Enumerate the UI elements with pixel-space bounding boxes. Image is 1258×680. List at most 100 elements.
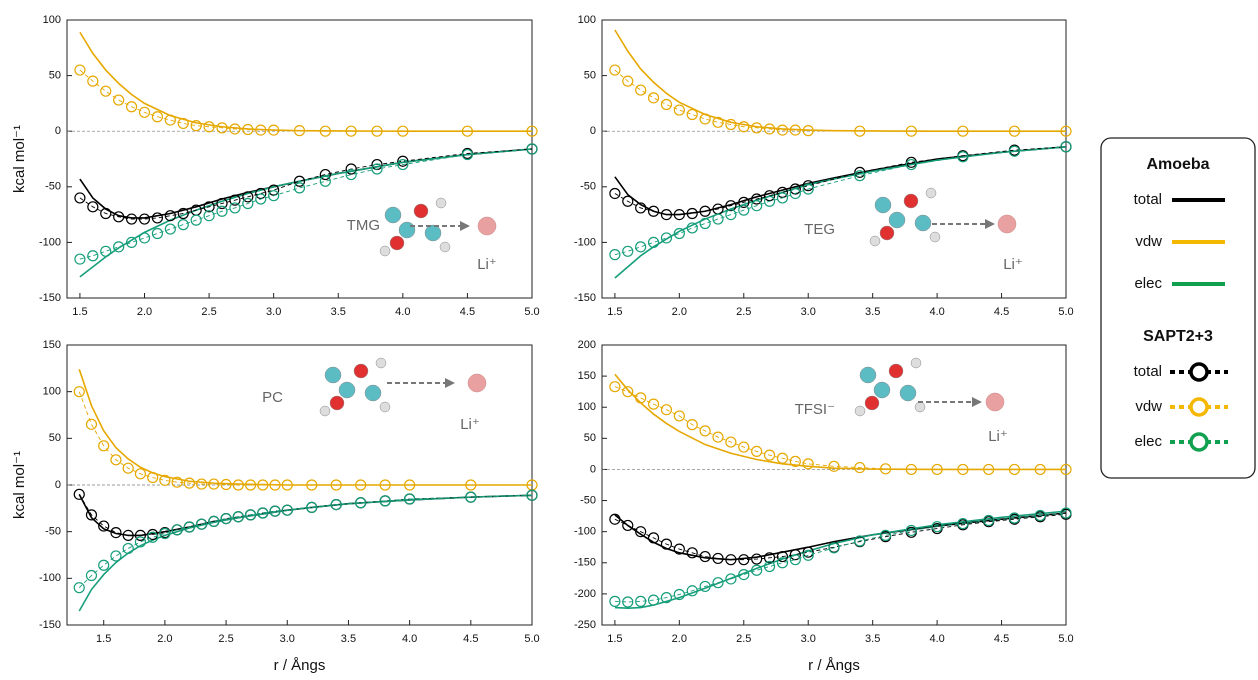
- data-point: [673, 588, 685, 601]
- data-point: [257, 479, 269, 491]
- data-point: [789, 183, 801, 195]
- data-point: [763, 449, 776, 461]
- atom: [424, 224, 442, 242]
- legend-marker: [1189, 362, 1209, 382]
- series-dash: [78, 391, 532, 486]
- atom: [379, 401, 391, 413]
- data-point: [345, 163, 357, 175]
- data-point: [622, 195, 634, 207]
- ion: [985, 392, 1005, 412]
- atom: [864, 395, 880, 411]
- y-tick-label: -100: [574, 236, 596, 248]
- atom: [413, 203, 429, 219]
- data-point: [854, 166, 866, 178]
- legend-label: total: [1134, 363, 1162, 380]
- data-point: [776, 557, 789, 569]
- data-point: [660, 592, 673, 604]
- atom: [854, 405, 866, 417]
- data-point: [1008, 512, 1021, 524]
- data-point: [125, 213, 138, 225]
- data-point: [159, 474, 171, 486]
- series-line: [614, 145, 1067, 279]
- series-dash: [614, 146, 1067, 216]
- panel: -150 -100 -50 0 50 100 1.5 2.0 2.5 3.0 3.5 4.0 4.5 5.…: [11, 14, 540, 318]
- x-tick-label: 5.0: [1058, 306, 1073, 318]
- x-tick-label: 4.0: [395, 306, 410, 318]
- data-point: [905, 524, 917, 537]
- x-tick-label: 4.0: [929, 306, 944, 318]
- data-point: [122, 462, 134, 474]
- data-point: [151, 227, 164, 240]
- data-point: [673, 104, 685, 116]
- data-point: [673, 227, 685, 240]
- data-point: [229, 123, 241, 135]
- data-point: [660, 232, 673, 244]
- data-point: [345, 168, 357, 181]
- legend-label: vdw: [1135, 233, 1162, 250]
- ion-label: Li⁺: [460, 416, 480, 433]
- x-tick-label: 2.5: [201, 306, 216, 318]
- data-point: [465, 479, 477, 491]
- data-point: [673, 209, 685, 221]
- ion-label: Li⁺: [988, 428, 1008, 445]
- y-tick-label: -200: [574, 588, 596, 600]
- data-point: [110, 550, 122, 562]
- data-point: [738, 554, 750, 566]
- data-point: [686, 108, 698, 121]
- ion-label: Li⁺: [1003, 256, 1023, 273]
- series-line: [79, 31, 532, 132]
- data-point: [725, 118, 737, 131]
- atom: [925, 187, 937, 199]
- data-point: [159, 527, 171, 540]
- data-point: [609, 249, 621, 261]
- data-point: [609, 595, 621, 607]
- data-point: [461, 148, 474, 161]
- data-point: [345, 125, 357, 137]
- data-point: [647, 594, 660, 606]
- atom: [929, 231, 941, 243]
- y-tick-label: 100: [43, 14, 61, 26]
- data-point: [242, 197, 254, 210]
- data-point: [196, 478, 208, 490]
- data-point: [699, 217, 711, 230]
- data-point: [635, 84, 647, 96]
- data-point: [100, 245, 112, 257]
- legend-title: Amoeba: [1146, 156, 1209, 173]
- data-point: [699, 113, 711, 125]
- plot-frame: [601, 19, 1067, 299]
- molecule-label: TMG: [347, 217, 380, 234]
- x-tick-label: 2.5: [736, 306, 751, 318]
- data-point: [98, 520, 110, 532]
- panel: -150 -100 -50 0 50 100 1.5 2.0 2.5 3.0 3.5 4.0 4.5 5.…: [574, 14, 1074, 318]
- y-tick-label: -100: [574, 526, 596, 538]
- atom: [353, 363, 369, 379]
- data-point: [122, 529, 134, 542]
- x-tick-label: 3.0: [280, 633, 295, 645]
- x-axis-label: r / Ångs: [808, 657, 860, 674]
- data-point: [699, 425, 711, 437]
- data-point: [255, 124, 267, 136]
- atom: [888, 363, 904, 379]
- data-point: [763, 190, 776, 202]
- y-axis-label: kcal mol⁻¹: [11, 451, 28, 519]
- atom: [384, 206, 402, 224]
- data-point: [171, 476, 183, 488]
- x-tick-label: 3.0: [801, 306, 816, 318]
- data-point: [208, 515, 220, 528]
- data-point: [85, 418, 98, 430]
- atom: [899, 384, 917, 402]
- data-point: [635, 595, 647, 607]
- data-point: [203, 201, 215, 213]
- data-point: [397, 155, 409, 167]
- data-point: [330, 499, 342, 511]
- x-tick-label: 2.0: [137, 306, 152, 318]
- y-tick-label: -100: [39, 572, 61, 584]
- series-dash: [78, 494, 533, 588]
- data-point: [983, 463, 995, 476]
- data-point: [73, 386, 85, 398]
- data-point: [125, 236, 138, 248]
- data-point: [1060, 507, 1072, 519]
- atom: [319, 405, 331, 417]
- data-point: [98, 559, 110, 571]
